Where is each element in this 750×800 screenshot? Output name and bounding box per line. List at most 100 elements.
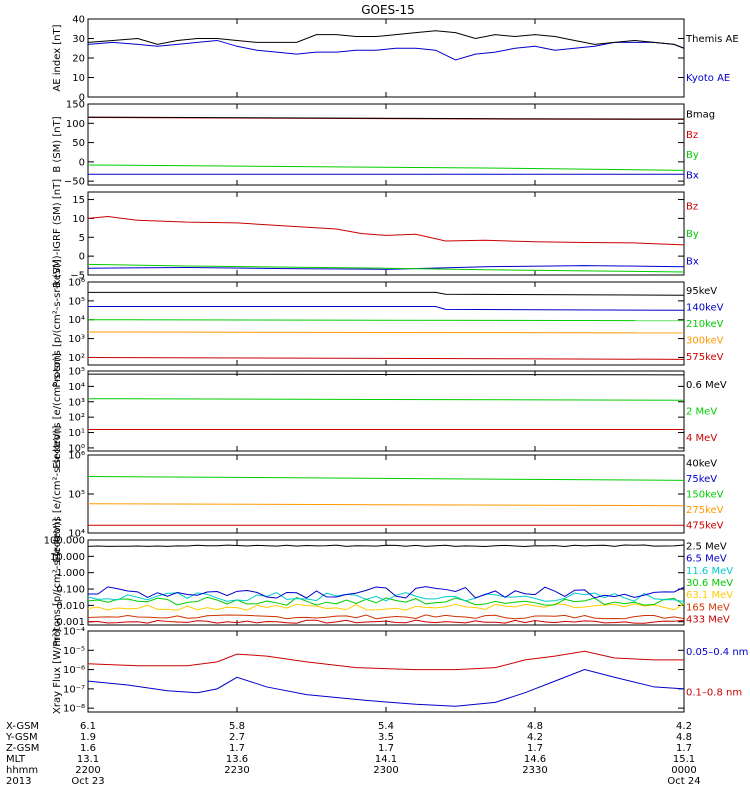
- panel-4: 10⁰ 10¹ 10² 10³ 10⁴ 10⁵ Electrons [e/(cm²-s-sr…: [52, 353, 727, 469]
- legend-entry: 275keV: [686, 505, 724, 516]
- y-axis-label: AE index [nT]: [52, 24, 63, 91]
- y-tick-label: 0: [79, 93, 85, 104]
- y-tick-label: 10⁶: [68, 451, 85, 462]
- eph-c0-y: 1.9: [80, 732, 96, 743]
- panel-frame: [87, 539, 685, 626]
- y-tick-label: 100.000: [44, 536, 85, 547]
- series-line: [87, 164, 685, 171]
- y-tick-label: 10⁻⁵: [63, 646, 85, 657]
- eph-c2-x: 5.4: [378, 721, 394, 732]
- series-line: [87, 544, 685, 548]
- series-line: [87, 373, 685, 376]
- eph-c4-y: 4.8: [676, 732, 692, 743]
- series-line: [88, 291, 685, 296]
- series-line: [87, 263, 685, 273]
- legend-entry: 0.6 MeV: [686, 380, 727, 391]
- y-tick-label: 10⁰: [68, 443, 85, 454]
- legend-entry: 4 MeV: [686, 433, 717, 444]
- legend-entry: By: [686, 229, 699, 240]
- eph-c4-hhmm: 0000: [671, 765, 696, 776]
- panel-frame: [87, 191, 685, 276]
- y-tick-label: 1.000: [56, 568, 85, 579]
- eph-c0-x: 6.1: [80, 721, 96, 732]
- eph-label-y-gsm: Y-GSM: [5, 732, 38, 743]
- y-tick-label: −5: [70, 271, 85, 282]
- eph-label-z-gsm: Z-GSM: [6, 743, 39, 754]
- series-line: [87, 650, 684, 671]
- series-line: [87, 586, 685, 599]
- eph-c4-date: Oct 24: [667, 776, 700, 787]
- series-line: [87, 319, 685, 322]
- series-line: [87, 503, 685, 507]
- legend-entry: 475keV: [686, 521, 724, 532]
- legend-entry: Bz: [686, 201, 698, 212]
- y-tick-label: 50: [72, 138, 85, 149]
- legend-entry: 300keV: [686, 336, 724, 347]
- y-axis-label: Electrons [e/(cm²-s-sr)]: [52, 353, 63, 469]
- legend-entry: 433 MeV: [686, 614, 730, 625]
- panel-6: 0.001 0.010 0.100 1.000 10.000 100.000Protons…: [44, 518, 734, 646]
- eph-c1-hhmm: 2230: [224, 765, 249, 776]
- legend-entry: 2.5 MeV: [686, 542, 727, 553]
- legend-entry: 75keV: [686, 474, 717, 485]
- eph-c1-mlt: 13.6: [226, 754, 248, 765]
- legend-entry: 40keV: [686, 458, 717, 469]
- y-axis-label: Electrons [e/(cm²-s-sr-keV)]: [52, 425, 63, 562]
- series-line: [87, 592, 685, 603]
- legend-entry: 95keV: [686, 286, 717, 297]
- y-tick-label: 10³: [68, 397, 85, 408]
- panel-3: 10² 10³ 10⁴ 10⁵ 10⁶ Protons [p/(cm²-s-sr-keV)…: [52, 259, 724, 387]
- eph-c0-z: 1.6: [80, 743, 96, 754]
- eph-c3-mlt: 14.6: [524, 754, 546, 765]
- eph-c3-x: 4.8: [527, 721, 543, 732]
- series-line: [87, 356, 685, 360]
- eph-label-year: 2013: [6, 776, 31, 787]
- y-tick-label: 10⁴: [68, 382, 85, 393]
- eph-c3-z: 1.7: [527, 743, 543, 754]
- legend-entry: 2 MeV: [686, 407, 717, 418]
- y-tick-label: 30: [72, 34, 85, 45]
- legend-entry: Bmag: [686, 110, 715, 121]
- y-tick-label: 40: [72, 15, 85, 26]
- y-tick-label: 10⁻⁸: [63, 704, 85, 715]
- legend-entry: Bx: [686, 257, 699, 268]
- series-line: [87, 30, 685, 49]
- eph-c2-hhmm: 2300: [373, 765, 398, 776]
- legend-entry: 6.5 MeV: [686, 554, 727, 565]
- series-line: [87, 116, 685, 120]
- legend-entry: 575keV: [686, 352, 724, 363]
- series-line: [87, 475, 685, 481]
- y-tick-label: 10: [72, 214, 85, 225]
- eph-c0-hhmm: 2200: [75, 765, 100, 776]
- legend-entry: 165 MeV: [686, 602, 730, 613]
- eph-c2-mlt: 14.1: [375, 754, 397, 765]
- panel-frame: [87, 18, 685, 98]
- chart-title: GOES-15: [361, 3, 415, 17]
- eph-c1-z: 1.7: [229, 743, 245, 754]
- eph-c4-mlt: 15.1: [673, 754, 695, 765]
- y-axis-label: Protons [p/(cm²-s-sr-keV)]: [52, 518, 63, 646]
- panel-frame: [87, 103, 685, 186]
- eph-c1-x: 5.8: [229, 721, 245, 732]
- eph-c2-y: 3.5: [378, 732, 394, 743]
- legend-entry: 210keV: [686, 319, 724, 330]
- panel-frame: [87, 630, 685, 713]
- y-tick-label: 0.100: [56, 585, 85, 596]
- legend-entry: 63.1 MeV: [686, 590, 733, 601]
- series-line: [87, 265, 685, 270]
- series-line: [88, 306, 685, 311]
- eph-c1-y: 2.7: [229, 732, 245, 743]
- series-line: [87, 398, 685, 401]
- series-line: [87, 596, 685, 606]
- y-axis-label: Xray Flux [W/m²]: [52, 629, 63, 714]
- panel-frame: [87, 370, 685, 452]
- y-tick-label: 10.000: [50, 552, 85, 563]
- legend-entry: Themis AE: [685, 34, 739, 45]
- y-tick-label: 10⁻⁶: [63, 665, 85, 676]
- ephemeris-table: X-GSM Y-GSM Z-GSM MLT hhmm 2013 6.1 1.9 …: [5, 721, 701, 787]
- y-tick-label: 10¹: [68, 428, 85, 439]
- panel-0: 0 10 20 30 40 AE index [nT] Kyoto AE Themis AE: [52, 15, 739, 104]
